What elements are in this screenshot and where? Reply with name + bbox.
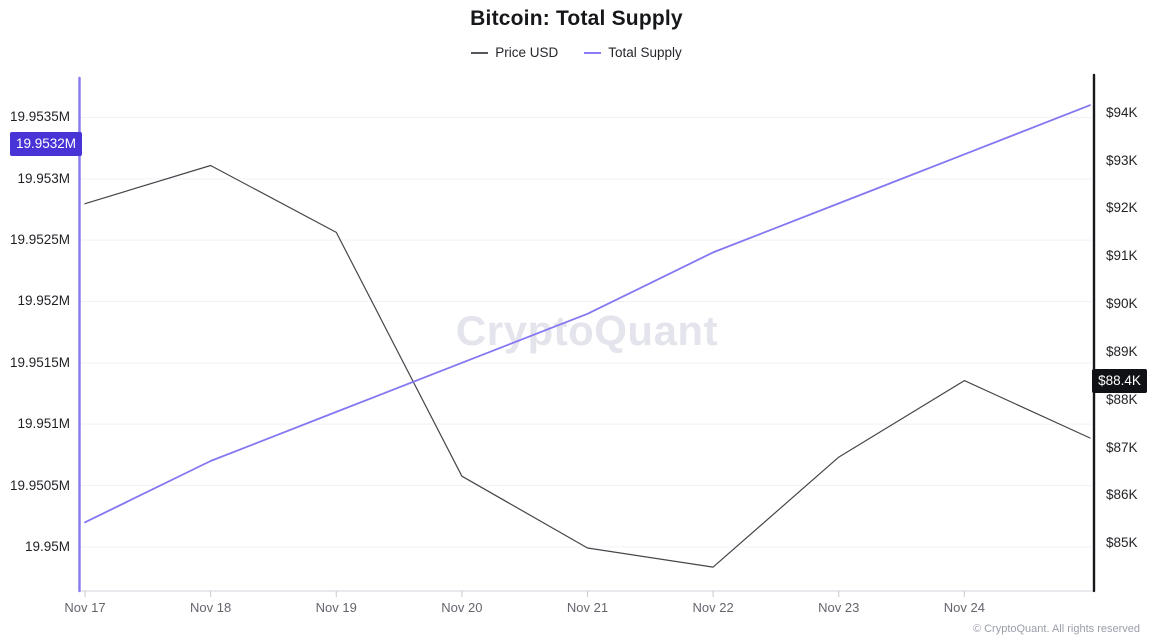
- right-axis-tick-label: $90K: [1106, 296, 1138, 312]
- x-axis-tick-label: Nov 23: [818, 600, 860, 615]
- right-axis-tick-label: $88K: [1106, 391, 1138, 407]
- price-line-swatch-icon: [471, 51, 489, 54]
- x-axis-tick-label: Nov 20: [441, 600, 483, 615]
- supply-last-value-badge: 19.9532M: [10, 132, 82, 156]
- right-axis-tick-label: $92K: [1106, 200, 1138, 216]
- x-axis-tick-label: Nov 19: [315, 600, 357, 615]
- left-axis-tick-label: 19.9515M: [9, 354, 70, 370]
- right-axis-tick-label: $86K: [1106, 487, 1138, 503]
- right-axis-tick-label: $87K: [1106, 439, 1138, 455]
- legend-item-price-usd[interactable]: Price USD: [471, 45, 558, 60]
- chart-title: Bitcoin: Total Supply: [470, 7, 683, 30]
- left-axis-tick-label: 19.951M: [17, 416, 70, 432]
- copyright-footer: © CryptoQuant. All rights reserved: [972, 623, 1140, 635]
- right-axis-tick-label: $93K: [1106, 152, 1138, 168]
- supply-line: [84, 104, 1091, 524]
- left-axis-tick-label: 19.95M: [24, 538, 70, 554]
- price-line: [84, 164, 1091, 568]
- x-axis-tick-label: Nov 18: [190, 600, 232, 615]
- left-axis-tick-label: 19.9505M: [9, 477, 70, 493]
- right-axis-tick-label: $85K: [1106, 535, 1138, 551]
- price-last-value-badge: $88.4K: [1092, 369, 1147, 393]
- left-axis-tick-label: 19.953M: [17, 170, 70, 186]
- legend-item-total-supply[interactable]: Total Supply: [584, 45, 682, 60]
- x-axis-tick-label: Nov 17: [64, 600, 106, 615]
- legend-label-total-supply: Total Supply: [608, 45, 682, 60]
- left-axis-tick-label: 19.952M: [17, 293, 70, 309]
- left-axis-tick-label: 19.9525M: [9, 232, 70, 248]
- right-axis-tick-label: $94K: [1106, 104, 1138, 120]
- x-axis-tick-label: Nov 21: [566, 600, 609, 615]
- right-axis-tick-label: $89K: [1106, 343, 1138, 359]
- x-axis-tick-label: Nov 22: [692, 600, 734, 615]
- supply-line-swatch-icon: [584, 51, 602, 54]
- x-axis-tick-label: Nov 24: [943, 600, 985, 615]
- legend: Price USD Total Supply: [0, 45, 1153, 60]
- left-axis-tick-label: 19.9535M: [9, 109, 70, 125]
- right-axis-tick-label: $91K: [1106, 248, 1138, 264]
- legend-label-price-usd: Price USD: [495, 45, 559, 60]
